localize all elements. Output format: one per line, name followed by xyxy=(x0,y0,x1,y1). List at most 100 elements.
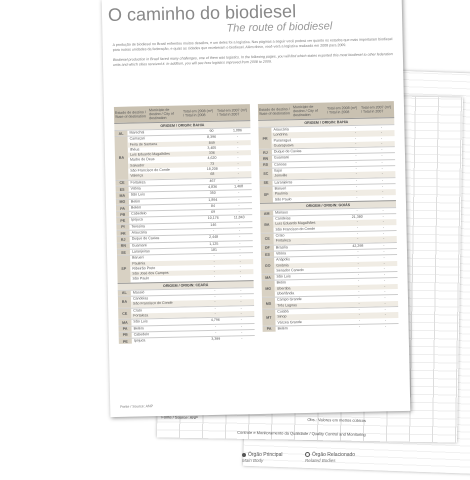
state-code: PI xyxy=(116,224,130,230)
state-code: SP xyxy=(259,186,273,203)
value-2008: - xyxy=(355,172,358,177)
state-rows: Betim - - Uberaba - - Uberlândia - - xyxy=(274,278,398,296)
legend-text: Órgão Principal xyxy=(248,452,283,458)
state-block: BA Camaçari 8,396- Feira de Santana 849- Ilhé… xyxy=(114,133,252,180)
value-2008: - xyxy=(214,311,216,316)
value-2007: - xyxy=(241,330,243,335)
state-code: RJ xyxy=(258,149,272,156)
value-2007: - xyxy=(381,153,383,158)
column-header: Total em 2008 (m³) / Total in 2008 xyxy=(182,108,214,118)
state-code: AL xyxy=(114,130,128,137)
value-2008: 1,894 xyxy=(208,197,218,202)
source: Fonte / Source: ANP xyxy=(120,404,153,409)
state-block: GO Anápolis - - Goiânia - - Senador Canedo - - xyxy=(261,254,398,275)
state-block: SP Barueri - - Paulínia - - São Paulo - - xyxy=(259,183,396,203)
value-2008: - xyxy=(358,318,361,323)
state-block: SP Barueri - - Paulínia - - Ribeirão Preto - - São… xyxy=(117,252,254,283)
value-2007: - xyxy=(240,323,243,328)
state-code: AL xyxy=(117,290,131,296)
section-label: Controle e Monitoramento da Qualidade / … xyxy=(237,429,366,437)
state-rows: Barueri - - Paulínia - - São Paulo - - xyxy=(272,184,396,202)
column-header: Total em 2007 (m³) / Total in 2007 xyxy=(216,108,248,117)
state-rows: Ipojuca 3,399 - xyxy=(132,336,255,344)
value-2007: - xyxy=(383,266,385,271)
state-code: PA xyxy=(115,205,130,212)
legend-text: Órgão Relacionado xyxy=(312,452,356,458)
table: Estado de destino / State of destination… xyxy=(113,104,255,345)
value-2007: - xyxy=(381,147,383,152)
value-2008: - xyxy=(358,301,360,306)
value-2007: - xyxy=(239,247,241,252)
value-2007: - xyxy=(240,288,242,293)
value-2008: 146 xyxy=(210,222,217,227)
state-code: GO xyxy=(261,257,275,275)
value-2008: - xyxy=(355,154,357,159)
state-code: PA xyxy=(262,326,276,332)
value-2008: - xyxy=(355,148,357,153)
value-2008: - xyxy=(358,289,360,294)
value-2007: - xyxy=(383,249,385,254)
legend-item: Órgão Relacionado Related Bodies xyxy=(305,452,355,464)
value-2007: - xyxy=(239,274,242,279)
value-2007: - xyxy=(382,225,385,230)
value-2008: - xyxy=(214,324,217,329)
state-code: SC xyxy=(259,168,273,180)
column-header: Estado de destino / State of destination xyxy=(114,110,146,119)
column-header: Estado de destino / State of destination xyxy=(258,107,290,116)
value-2007: - xyxy=(238,190,240,195)
value-2008: 68 xyxy=(210,172,215,177)
state-block: BA Candeias 21,380- Luís Eduardo Magalhães -… xyxy=(260,213,397,233)
legend-item: Órgão Principal Main Body xyxy=(242,452,282,464)
value-2008: - xyxy=(357,266,359,271)
value-2007: - xyxy=(240,299,242,304)
state-code: SE xyxy=(259,180,273,186)
state-code: PB xyxy=(116,211,130,218)
state-code: ES xyxy=(115,186,129,193)
value-2007: - xyxy=(382,208,384,213)
value-2007: - xyxy=(238,228,241,233)
value-2007: - xyxy=(384,289,386,294)
state-code: PE xyxy=(116,218,130,224)
table-row: Belém - - xyxy=(276,324,399,332)
state-rows: Candeias 21,380- Luís Eduardo Magalhães - - S… xyxy=(273,214,397,232)
legend-subtext: Main Body xyxy=(242,458,264,463)
value-2008: - xyxy=(357,237,359,242)
state-code: MA xyxy=(115,192,129,199)
value-2008: - xyxy=(212,228,215,233)
state-code: PR xyxy=(258,127,272,150)
value-2007: 1,468 xyxy=(234,184,244,189)
value-2008: 10,176 xyxy=(207,216,219,221)
state-code: RN xyxy=(258,156,273,162)
intro-en: Biodiesel production in Brazil faced man… xyxy=(112,52,393,67)
state-code: CE xyxy=(260,233,274,245)
value-2008: - xyxy=(213,275,216,280)
value-2008: 4,796 xyxy=(210,317,220,323)
state-code: RN xyxy=(116,243,130,249)
value-2007: - xyxy=(239,240,241,246)
intro: A produção de biodiesel no Brasil enfren… xyxy=(113,37,393,68)
value-2008: 181 xyxy=(210,247,217,252)
state-code: SP xyxy=(117,255,131,283)
state-block: PR Araucária - - Londrina - - Paranaguá - - Guarap… xyxy=(258,124,395,150)
value-2008: - xyxy=(355,160,357,165)
value-2008: - xyxy=(355,178,358,183)
state-code: CE xyxy=(115,180,129,186)
state-code: BA xyxy=(114,136,129,180)
state-code: RJ xyxy=(116,236,130,243)
value-2007: - xyxy=(237,171,239,176)
value-2007: 1,086 xyxy=(232,128,242,133)
value-2008: 350 xyxy=(209,191,216,196)
value-2007: - xyxy=(383,272,386,277)
value-2008: - xyxy=(358,324,361,329)
table: Estado de destino / State of destination… xyxy=(257,101,399,332)
legend-subtext: Related Bodies xyxy=(305,458,336,463)
value-2007: - xyxy=(382,194,384,199)
value-2007: - xyxy=(239,234,241,239)
value-2007: - xyxy=(381,178,384,183)
state-code: DF xyxy=(260,245,274,251)
state-rows: Araucária - - Londrina - - Paranaguá - - Guarapua… xyxy=(271,125,395,149)
state-block: MT Cuiabá - - Sinop - - Várzea Grande - - xyxy=(262,305,399,326)
value-2007: - xyxy=(240,311,242,316)
value-2008: - xyxy=(214,288,216,293)
